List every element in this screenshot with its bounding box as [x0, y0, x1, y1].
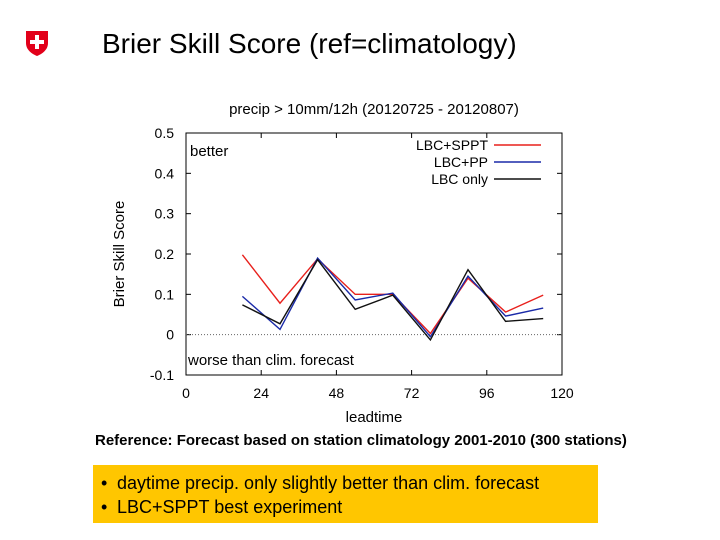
legend-label: LBC+PP	[434, 154, 488, 170]
x-tick-label: 96	[479, 385, 495, 401]
summary-box: • daytime precip. only slightly better th…	[93, 465, 598, 523]
y-tick-label: 0.1	[155, 286, 175, 302]
plot-frame	[185, 132, 563, 376]
slide-title: Brier Skill Score (ref=climatology)	[102, 28, 517, 59]
legend-label: LBC only	[431, 171, 488, 187]
summary-bullet-text: daytime precip. only slightly better tha…	[117, 473, 540, 493]
legend-label: LBC+SPPT	[416, 137, 488, 153]
bss-line-chart: -0.1 0 0.1 0.2 0.3 0.4 0.5 0 24 48 72 96 120 precip >…	[111, 101, 574, 426]
y-axis-label: Brier Skill Score	[111, 201, 128, 308]
x-tick-label: 120	[550, 385, 574, 401]
series-line	[242, 258, 544, 342]
y-tick-label: 0.4	[155, 165, 175, 181]
x-tick-label: 24	[253, 385, 269, 401]
x-tick-label: 0	[182, 385, 190, 401]
reference-note: Reference: Forecast based on station cli…	[95, 432, 627, 449]
y-tick-label: 0.5	[155, 125, 175, 141]
summary-bullet: • LBC+SPPT best experiment	[101, 497, 343, 517]
y-tick-label: 0	[166, 327, 174, 343]
chart-title: precip > 10mm/12h (20120725 - 20120807)	[229, 101, 519, 118]
x-tick-label: 48	[329, 385, 345, 401]
x-axis-label: leadtime	[346, 409, 403, 426]
y-tick-label: 0.3	[155, 206, 175, 222]
swiss-cross-icon	[26, 31, 48, 56]
series-line	[241, 254, 544, 335]
annotation-worse: worse than clim. forecast	[187, 352, 355, 369]
series-line	[241, 256, 544, 338]
summary-bullet: • daytime precip. only slightly better th…	[101, 473, 540, 493]
summary-bullet-text: LBC+SPPT best experiment	[117, 497, 343, 517]
annotation-better: better	[190, 143, 228, 160]
x-tick-label: 72	[404, 385, 420, 401]
y-tick-label: 0.2	[155, 246, 175, 262]
y-tick-label: -0.1	[150, 367, 174, 383]
